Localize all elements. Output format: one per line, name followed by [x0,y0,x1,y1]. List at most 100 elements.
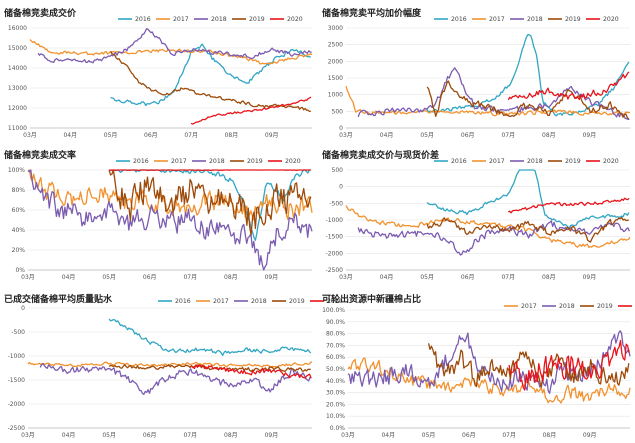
x-tick-label: 06月 [462,432,476,439]
x-tick-label: 04月 [380,132,394,139]
series-line-2020 [508,197,630,214]
x-tick-label: 08月 [542,274,556,281]
series-line-2017 [27,169,313,221]
series-line-2016 [110,43,311,107]
legend-label: 2016 [175,298,191,305]
x-tick-label: 06月 [143,432,157,439]
legend-label: 2018 [559,303,575,310]
x-tick-label: 07月 [501,274,515,281]
chart-panel-avg-markup: 储备棉竞卖平均加价幅度 0 500 1000 1500 2000 2500 3000 03月 0… [318,6,634,142]
legend-label: 2019 [247,158,263,165]
y-tick-label: 500 [332,108,344,115]
chart-panel-quality-discount: 已成交储备棉平均质量贴水 -2500 -2000 -1500 -1000 -500 0 03… [0,292,343,440]
x-tick-label: 04月 [62,432,76,439]
y-tick-label: 2500 [328,42,343,49]
x-tick-label: 08月 [542,132,556,139]
series-line-2017 [27,361,313,368]
y-tick-label: 90.0% [326,319,345,326]
x-tick-label: 05月 [102,274,116,281]
y-tick-label: 1500 [328,75,343,82]
x-tick-label: 03月 [341,432,355,439]
y-tick-label: -2000 [8,401,26,408]
y-tick-label: -1500 [8,377,26,384]
legend-label: 2017 [173,16,189,23]
y-tick-label: 50.0% [326,366,345,373]
legend-label: 2016 [133,158,149,165]
legend-label: 2019 [565,16,581,23]
y-tick-label: 60% [12,207,26,214]
x-tick-label: 03月 [21,432,35,439]
legend-label: 2020 [603,16,619,23]
legend-label: 2016 [451,158,467,165]
x-tick-label: 09月 [583,432,597,439]
y-tick-label: 0 [339,125,343,132]
series-line-2019 [110,50,311,112]
y-tick-label: 30.0% [326,390,345,397]
x-tick-label: 05月 [422,432,436,439]
x-tick-label: 07月 [502,432,516,439]
series-line-2016 [426,33,630,117]
x-tick-label: 09月 [265,132,279,139]
x-tick-label: 08月 [225,132,239,139]
series-line-2018 [27,169,313,271]
y-tick-label: 0% [15,267,25,274]
legend-label: 2020 [327,298,343,305]
legend-label: 2019 [289,298,305,305]
y-tick-label: 0 [339,184,343,191]
series-line-2020 [507,71,630,101]
x-tick-label: 09月 [583,274,597,281]
chart-title: 储备棉竞卖平均加价幅度 [322,9,422,19]
y-tick-label: -500 [11,329,25,336]
series-line-2018 [37,28,312,64]
legend-label: 2019 [249,16,265,23]
y-tick-label: 20.0% [326,401,345,408]
chart-title: 可轮出资源中新疆棉占比 [322,295,422,305]
y-tick-label: 1000 [328,92,343,99]
series-line-2019 [426,216,629,243]
series-line-2016 [426,169,630,230]
legend-label: 2019 [565,158,581,165]
legend-label: 2019 [597,303,613,310]
legend-label: 2017 [213,298,229,305]
series-line-2017 [347,357,631,404]
y-tick-label: 3000 [328,25,343,32]
legend-label: 2017 [489,158,505,165]
y-tick-label: -1000 [326,217,344,224]
series-line-2018 [347,330,631,394]
series-line-2017 [29,39,313,65]
legend-label: 2018 [211,16,227,23]
x-tick-label: 03月 [23,132,37,139]
x-tick-label: 06月 [143,274,157,281]
y-tick-label: 10.0% [326,413,345,420]
y-tick-label: 14000 [8,65,27,72]
x-tick-label: 05月 [102,432,116,439]
legend-label: 2017 [521,303,537,310]
x-tick-label: 07月 [183,274,197,281]
legend-label: 2018 [527,16,543,23]
chart-title: 已成交储备棉平均质量贴水 [4,295,113,305]
series-line-2019 [108,169,312,236]
x-tick-label: 04月 [381,432,395,439]
chart-avg-markup: 0 500 1000 1500 2000 2500 3000 03月 04月 05月 06月 07月 0… [328,16,631,139]
x-tick-label: 05月 [420,274,434,281]
y-tick-label: 20% [12,247,26,254]
chart-panel-spot-spread: 储备棉竞卖成交价与现货价差 -2500 -2000 -1500 -1000 -500 0 5… [318,148,634,284]
x-tick-label: 04月 [63,132,77,139]
x-tick-label: 09月 [265,432,279,439]
legend-label: 2017 [171,158,187,165]
y-tick-label: 0 [21,305,25,312]
chart-title: 储备棉竞卖成交率 [4,151,77,161]
series-line-2020 [190,364,312,379]
x-tick-label: 08月 [224,432,238,439]
x-tick-label: 07月 [184,132,198,139]
chart-xinjiang-share: 0.0% 10.0% 20.0% 30.0% 40.0% 50.0% 60.0% 70.0% 8… [322,303,632,439]
chart-panel-auction-price: 储备棉竞卖成交价 11000 12000 13000 14000 15000 16000 0… [0,6,316,142]
series-line-2016 [108,318,312,357]
series-line-2020 [508,339,630,391]
legend-label: 2020 [287,16,303,23]
series-line-2018 [357,220,630,256]
y-tick-label: 80% [12,187,26,194]
x-tick-label: 08月 [224,274,238,281]
y-tick-label: 70.0% [326,342,345,349]
y-tick-label: -2000 [326,250,344,257]
